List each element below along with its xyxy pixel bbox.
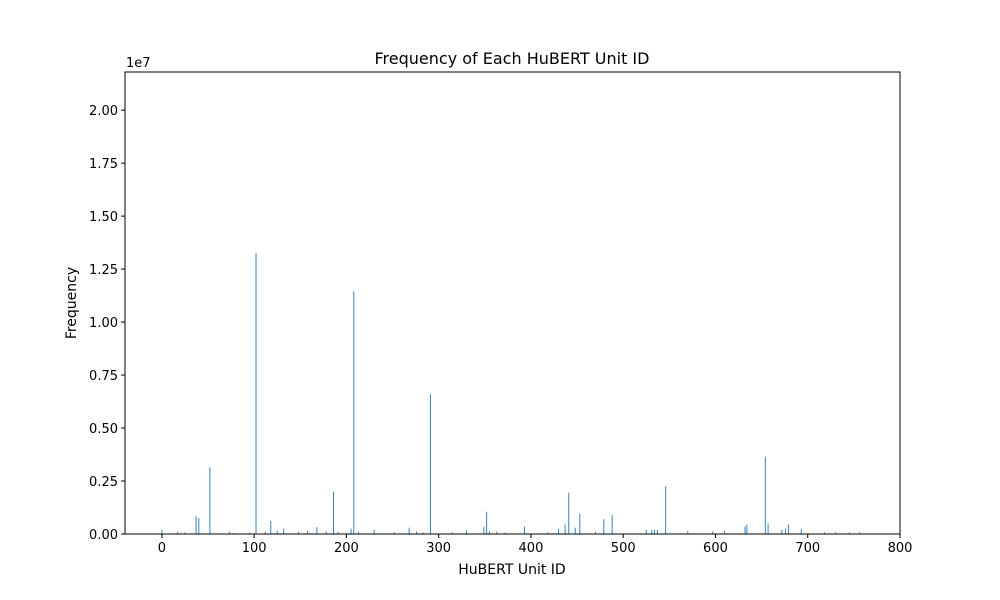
bar <box>255 253 257 534</box>
y-tick-label: 2.00 <box>89 104 118 119</box>
bar <box>568 492 570 534</box>
bar <box>249 532 250 534</box>
y-tick-label: 0.25 <box>89 475 118 490</box>
bar <box>209 467 211 534</box>
bar <box>547 532 549 534</box>
bar <box>228 531 230 534</box>
bar <box>654 529 656 534</box>
bar <box>393 532 395 534</box>
bar <box>270 520 272 534</box>
bar <box>184 532 186 534</box>
bar <box>564 524 566 534</box>
bar <box>787 524 789 534</box>
bar <box>656 529 658 534</box>
bar <box>373 529 375 534</box>
bar <box>665 486 667 534</box>
y-axis-label: Frequency <box>64 267 80 339</box>
bar <box>465 530 467 534</box>
bar <box>645 529 647 534</box>
y-axis-offset-label: 1e7 <box>126 56 151 71</box>
bar <box>177 531 179 534</box>
bar <box>161 529 163 534</box>
x-tick-label: 600 <box>703 541 728 556</box>
y-axis-ticks: 0.00 0.25 0.50 0.75 1.00 1.25 1.50 1.75 2.00 <box>89 104 125 543</box>
bar <box>712 531 714 534</box>
bar <box>298 531 299 534</box>
bar <box>357 531 359 534</box>
x-axis-ticks: 0 100 200 300 400 500 600 700 800 <box>158 534 913 556</box>
bar <box>746 524 748 534</box>
bar <box>283 528 285 534</box>
bar <box>595 531 596 534</box>
bar <box>767 523 769 534</box>
bars-group <box>161 253 860 534</box>
x-tick-label: 0 <box>158 541 166 556</box>
bar <box>316 527 318 534</box>
bar <box>858 532 860 534</box>
bar <box>422 532 424 534</box>
y-tick-label: 1.25 <box>89 263 118 278</box>
bar <box>452 532 453 534</box>
y-tick-label: 0.50 <box>89 422 118 437</box>
bar <box>333 491 334 534</box>
x-tick-label: 800 <box>888 541 913 556</box>
bar <box>429 394 431 534</box>
bar <box>325 531 327 534</box>
bar <box>353 291 355 534</box>
bar <box>687 530 689 534</box>
bar <box>834 532 836 534</box>
bar <box>264 531 266 534</box>
bar <box>611 514 613 534</box>
bar <box>781 529 783 534</box>
y-tick-label: 0.00 <box>89 528 118 543</box>
bar <box>416 531 417 534</box>
x-tick-label: 100 <box>242 541 267 556</box>
y-tick-label: 1.50 <box>89 210 118 225</box>
x-tick-label: 300 <box>426 541 451 556</box>
x-tick-label: 200 <box>334 541 359 556</box>
bar <box>233 532 235 534</box>
bar <box>524 526 525 534</box>
bar <box>785 528 787 534</box>
bar <box>579 513 581 534</box>
bar <box>276 530 278 534</box>
bar <box>764 456 766 534</box>
x-tick-label: 700 <box>795 541 820 556</box>
bar <box>651 529 653 534</box>
bar <box>496 531 498 534</box>
bar <box>800 528 802 534</box>
bar <box>307 530 309 534</box>
bar <box>483 526 485 534</box>
bar <box>408 527 410 534</box>
bar <box>724 530 726 534</box>
bar <box>574 527 576 534</box>
bar <box>558 528 560 534</box>
plot-area-frame <box>124 71 901 535</box>
y-tick-label: 1.75 <box>89 157 118 172</box>
bar <box>744 526 746 534</box>
bar <box>823 532 825 534</box>
chart-title: Frequency of Each HuBERT Unit ID <box>375 49 650 68</box>
bar <box>488 531 490 534</box>
y-tick-label: 0.75 <box>89 369 118 384</box>
bar <box>486 511 488 534</box>
x-axis-label: HuBERT Unit ID <box>458 562 565 578</box>
bar <box>350 528 352 534</box>
bar <box>848 532 850 534</box>
x-tick-label: 400 <box>519 541 544 556</box>
bar <box>603 519 605 534</box>
x-tick-label: 500 <box>611 541 636 556</box>
bar <box>337 531 339 534</box>
y-tick-label: 1.00 <box>89 316 118 331</box>
bar <box>198 518 200 534</box>
bar <box>504 532 506 534</box>
bar <box>195 515 197 534</box>
